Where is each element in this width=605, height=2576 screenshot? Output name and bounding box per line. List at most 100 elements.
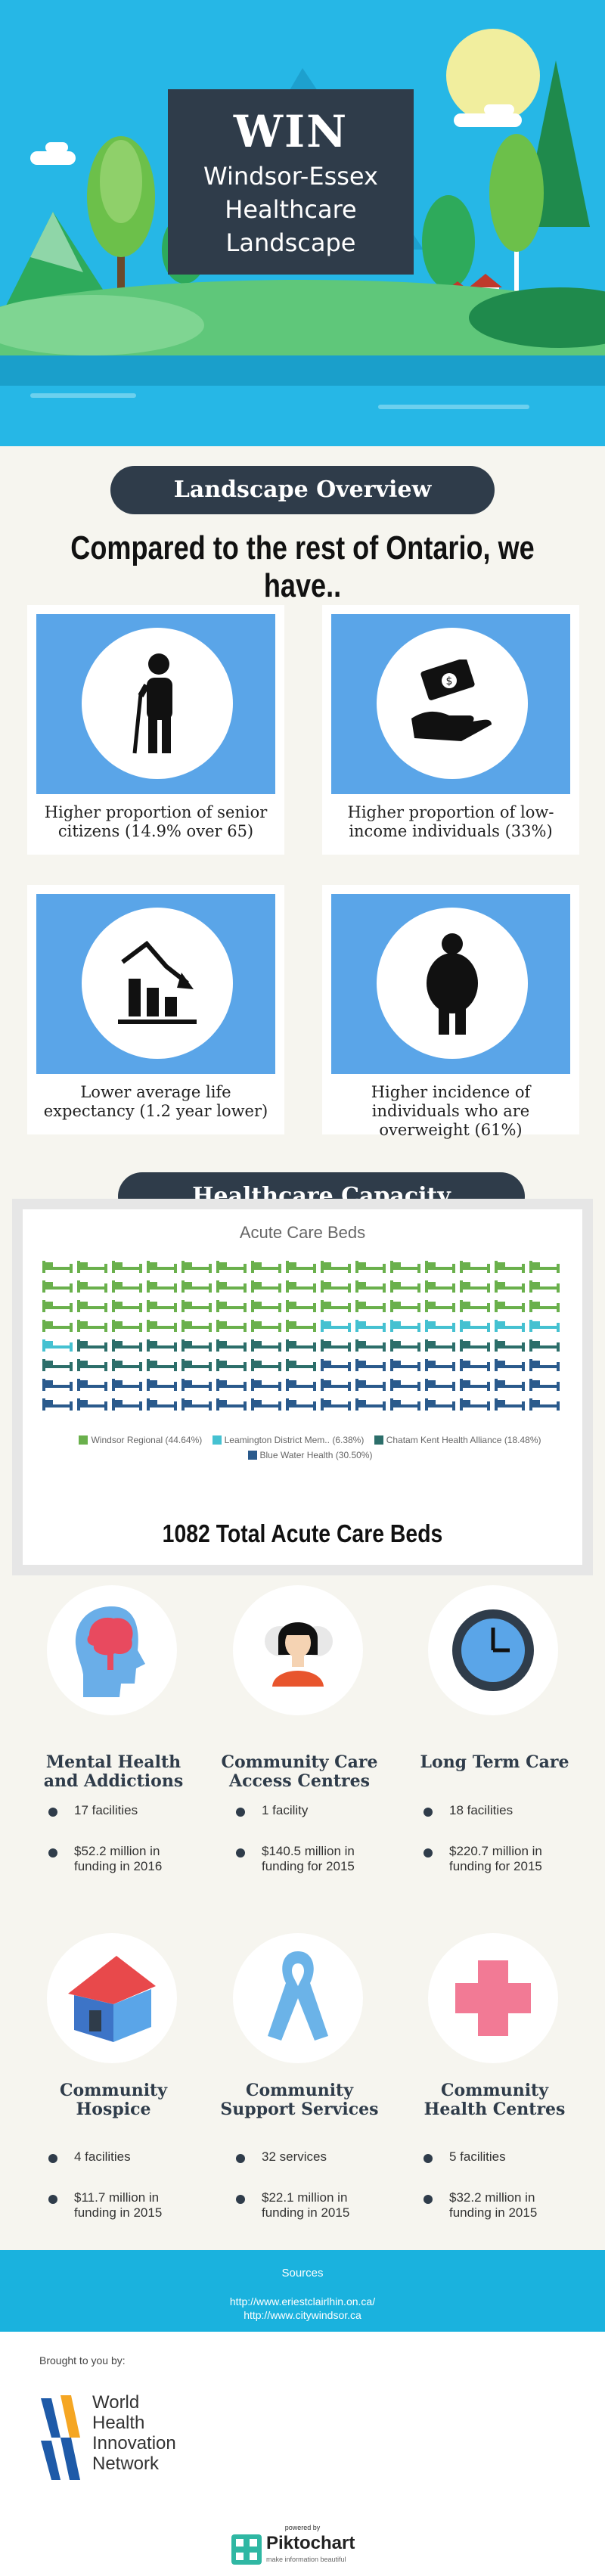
service-circle-long-term-care bbox=[428, 1585, 558, 1715]
bed-mark-0 bbox=[390, 1300, 420, 1312]
brain-head-icon bbox=[75, 1606, 145, 1697]
service-title-support-services: Community Support Services bbox=[220, 2081, 379, 2119]
sources-heading: Sources bbox=[281, 2267, 324, 2280]
bed-mark-3 bbox=[321, 1398, 351, 1411]
bed-mark-0 bbox=[112, 1320, 142, 1332]
bed-mark-0 bbox=[182, 1320, 212, 1332]
service-funding-mental-health: $52.2 million in funding in 2016 bbox=[48, 1844, 185, 1874]
bed-mark-3 bbox=[460, 1398, 490, 1411]
service-facilities-health-centres: 5 facilities bbox=[424, 2149, 560, 2165]
bed-mark-3 bbox=[460, 1379, 490, 1391]
bed-mark-2 bbox=[251, 1359, 281, 1371]
service-facilities-support-services: 32 services bbox=[236, 2149, 372, 2165]
bed-mark-0 bbox=[112, 1300, 142, 1312]
legend-item-0: Windsor Regional (44.64%) bbox=[79, 1435, 202, 1445]
bed-mark-0 bbox=[216, 1320, 247, 1332]
source-link-1[interactable]: http://www.eriestclairlhin.on.ca/ bbox=[229, 2295, 376, 2308]
service-facilities-hospice: 4 facilities bbox=[48, 2149, 185, 2165]
bed-mark-3 bbox=[147, 1379, 177, 1391]
bed-mark-1 bbox=[42, 1339, 73, 1352]
senior-person-icon bbox=[132, 653, 172, 754]
bed-mark-3 bbox=[390, 1398, 420, 1411]
bed-mark-1 bbox=[321, 1320, 351, 1332]
stat-label-life-expectancy: Lower average life expectancy (1.2 year … bbox=[43, 1083, 268, 1120]
bed-mark-3 bbox=[251, 1379, 281, 1391]
bed-mark-0 bbox=[286, 1320, 316, 1332]
bed-mark-0 bbox=[425, 1280, 455, 1293]
chart-legend: Windsor Regional (44.64%) Leamington Dis… bbox=[53, 1435, 567, 1460]
powered-by-label: powered by bbox=[284, 2524, 321, 2531]
bed-mark-2 bbox=[251, 1339, 281, 1352]
bed-mark-0 bbox=[77, 1280, 107, 1293]
bed-mark-2 bbox=[77, 1359, 107, 1371]
bed-mark-2 bbox=[112, 1339, 142, 1352]
service-circle-support-services bbox=[233, 1933, 363, 2063]
bed-mark-3 bbox=[182, 1379, 212, 1391]
bed-mark-0 bbox=[425, 1261, 455, 1273]
service-title-health-centres: Community Health Centres bbox=[424, 2081, 566, 2119]
bed-mark-0 bbox=[147, 1261, 177, 1273]
hero-banner: WIN Windsor-Essex Healthcare Landscape bbox=[0, 0, 605, 446]
bed-mark-2 bbox=[216, 1359, 247, 1371]
bed-mark-0 bbox=[77, 1261, 107, 1273]
bed-mark-0 bbox=[112, 1280, 142, 1293]
service-circle-ccac bbox=[233, 1585, 363, 1715]
bed-mark-0 bbox=[460, 1280, 490, 1293]
bed-mark-0 bbox=[495, 1300, 525, 1312]
bed-mark-0 bbox=[321, 1280, 351, 1293]
sources-section: Sources http://www.eriestclairlhin.on.ca… bbox=[0, 2250, 605, 2332]
bed-mark-0 bbox=[182, 1300, 212, 1312]
piktochart-logo[interactable]: Piktochart make information beautiful bbox=[231, 2533, 375, 2566]
bed-mark-0 bbox=[251, 1300, 281, 1312]
bed-mark-3 bbox=[321, 1359, 351, 1371]
bed-mark-0 bbox=[77, 1300, 107, 1312]
service-circle-hospice bbox=[47, 1933, 177, 2063]
stat-card-low-income: $ Higher proportion of low-income indivi… bbox=[322, 605, 579, 855]
bed-mark-1 bbox=[460, 1320, 490, 1332]
bed-mark-3 bbox=[286, 1398, 316, 1411]
bed-mark-0 bbox=[495, 1261, 525, 1273]
ribbon-icon bbox=[268, 1951, 328, 2041]
bed-mark-2 bbox=[147, 1359, 177, 1371]
bed-mark-0 bbox=[147, 1300, 177, 1312]
piktochart-brand: Piktochart bbox=[266, 2533, 355, 2553]
service-funding-hospice: $11.7 million in funding in 2015 bbox=[48, 2190, 185, 2221]
bed-mark-0 bbox=[390, 1280, 420, 1293]
bed-mark-3 bbox=[216, 1379, 247, 1391]
service-funding-support-services: $22.1 million in funding in 2015 bbox=[236, 2190, 372, 2221]
bed-mark-0 bbox=[42, 1300, 73, 1312]
bed-mark-1 bbox=[390, 1320, 420, 1332]
hero-subtitle-1: Windsor-Essex bbox=[203, 162, 378, 191]
stat-label-overweight: Higher incidence of individuals who are … bbox=[371, 1083, 531, 1139]
bed-mark-2 bbox=[286, 1339, 316, 1352]
bed-mark-0 bbox=[251, 1280, 281, 1293]
bed-mark-0 bbox=[77, 1320, 107, 1332]
bed-mark-3 bbox=[112, 1398, 142, 1411]
bed-mark-3 bbox=[112, 1379, 142, 1391]
bed-mark-2 bbox=[147, 1339, 177, 1352]
stat-label-low-income: Higher proportion of low-income individu… bbox=[347, 803, 554, 840]
service-facilities-ccac: 1 facility bbox=[236, 1803, 372, 1818]
person-support-icon bbox=[265, 1622, 333, 1687]
bed-mark-0 bbox=[355, 1300, 386, 1312]
service-funding-ccac: $140.5 million in funding for 2015 bbox=[236, 1844, 372, 1874]
house-icon bbox=[68, 1956, 156, 2042]
win-logo-icon bbox=[41, 2395, 80, 2480]
stat-card-life-expectancy: Lower average life expectancy (1.2 year … bbox=[27, 885, 284, 1134]
svg-text:$: $ bbox=[446, 675, 453, 687]
bed-mark-3 bbox=[529, 1398, 560, 1411]
source-link-2[interactable]: http://www.citywindsor.ca bbox=[244, 2309, 361, 2321]
service-title-mental-health: Mental Health and Addictions bbox=[43, 1752, 184, 1791]
bed-mark-2 bbox=[425, 1339, 455, 1352]
bed-mark-0 bbox=[216, 1261, 247, 1273]
service-funding-health-centres: $32.2 million in funding in 2015 bbox=[424, 2190, 560, 2221]
total-beds-label: 1082 Total Acute Care Beds bbox=[162, 1519, 443, 1547]
bed-mark-3 bbox=[425, 1398, 455, 1411]
bed-mark-0 bbox=[390, 1261, 420, 1273]
bed-mark-0 bbox=[147, 1280, 177, 1293]
org-name: World Health Innovation Network bbox=[92, 2392, 176, 2474]
stat-card-overweight: Higher incidence of individuals who are … bbox=[322, 885, 579, 1139]
bed-mark-2 bbox=[77, 1339, 107, 1352]
bed-mark-0 bbox=[355, 1261, 386, 1273]
bed-mark-0 bbox=[286, 1280, 316, 1293]
